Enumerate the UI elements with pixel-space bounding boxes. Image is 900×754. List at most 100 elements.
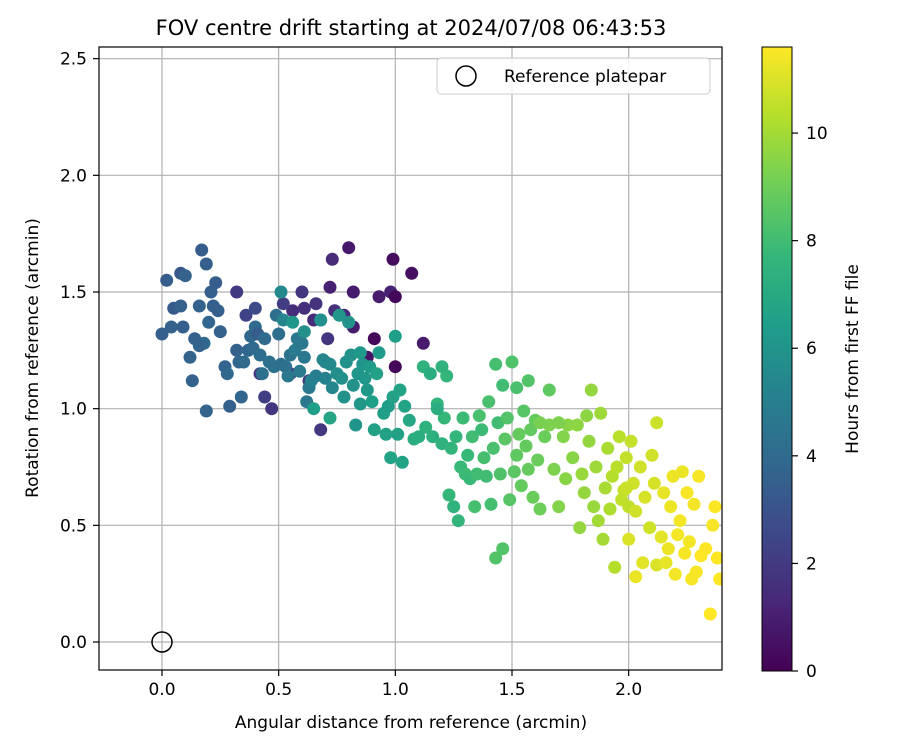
data-point [405,266,419,280]
data-point [426,430,440,444]
data-point [673,514,687,528]
data-point [589,460,603,474]
y-tick-label: 2.0 [60,166,87,186]
data-point [664,500,678,514]
data-point [675,465,689,479]
data-point [479,469,493,483]
x-tick-label: 1.5 [498,680,525,700]
data-point [192,339,206,353]
data-point [484,497,498,511]
data-point [365,395,379,409]
x-axis-label: Angular distance from reference (arcmin) [235,713,587,733]
x-tick-label: 2.0 [615,680,642,700]
data-point [608,560,622,574]
data-point [596,532,610,546]
data-point [566,451,580,465]
data-point [323,411,337,425]
data-point [678,546,692,560]
data-point [456,411,470,425]
data-point [638,490,652,504]
data-point [372,290,386,304]
data-point [437,411,451,425]
data-point [295,285,309,299]
data-point [507,465,521,479]
data-point [346,285,360,299]
data-point [386,252,400,266]
data-point [612,430,626,444]
data-point [239,308,253,322]
data-point [573,521,587,535]
data-point [624,434,638,448]
data-point [286,304,300,318]
data-point [559,472,573,486]
data-point [367,423,381,437]
data-point [449,430,463,444]
data-point [297,350,311,364]
data-point [307,402,321,416]
data-point [556,430,570,444]
data-point [650,416,664,430]
data-point [276,297,290,311]
data-point [349,418,363,432]
data-point [610,460,624,474]
data-point [512,427,526,441]
data-point [430,402,444,416]
chart-title: FOV centre drift starting at 2024/07/08 … [156,16,667,40]
legend-label-reference: Reference platepar [504,67,666,87]
colorbar-tick-label: 6 [806,339,817,359]
data-point [321,332,335,346]
data-point [622,532,636,546]
data-point [202,315,216,329]
data-point [451,514,465,528]
data-point [472,409,486,423]
x-tick-label: 1.0 [382,680,409,700]
data-point [521,462,535,476]
data-point [370,367,384,381]
data-point [323,280,337,294]
data-point [393,383,407,397]
data-point [258,390,272,404]
data-point [510,381,524,395]
x-tick-label: 0.0 [148,680,175,700]
data-point [468,500,482,514]
legend-marker-reference [455,65,477,87]
colorbar-tick-label: 2 [806,554,817,574]
data-point [461,448,475,462]
data-point [659,556,673,570]
data-point [248,301,262,315]
data-point [587,500,601,514]
data-point [692,469,706,483]
y-axis-label: Rotation from reference (arcmin) [23,218,43,498]
data-point [314,313,328,327]
data-point [325,381,339,395]
data-point [505,355,519,369]
data-point [570,418,584,432]
data-point [582,434,596,448]
data-point [598,481,612,495]
data-point [176,320,190,334]
data-point [594,406,608,420]
data-point [706,518,720,532]
colorbar-tick-label: 8 [806,232,817,252]
data-point [230,285,244,299]
data-point [253,348,267,362]
data-point [281,369,295,383]
data-point [645,448,659,462]
data-point [647,476,661,490]
data-point [489,551,503,565]
data-point [323,357,337,371]
data-point [265,402,279,416]
data-point [680,486,694,500]
data-point [195,243,209,257]
data-point [178,269,192,283]
data-point [416,336,430,350]
data-point [258,332,272,346]
data-point [477,451,491,465]
data-point [577,486,591,500]
data-point [435,360,449,374]
colorbar-tick-label: 4 [806,447,817,467]
data-point [358,371,372,385]
data-point [398,399,412,413]
